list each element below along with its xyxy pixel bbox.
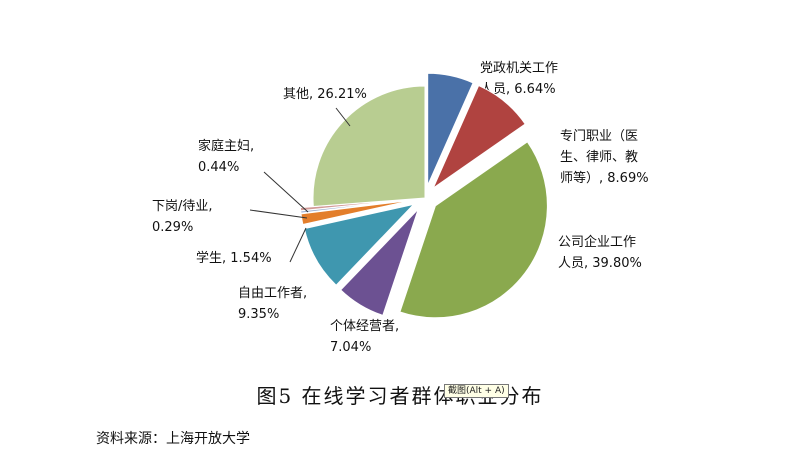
pie-slice [303, 203, 416, 286]
slice-label-line: 学生, 1.54% [196, 250, 272, 266]
slice-label-line: 生、律师、教 [560, 149, 638, 165]
slice-label-line: 公司企业工作 [558, 234, 636, 250]
data-source: 资料来源：上海开放大学 [96, 431, 250, 447]
slice-label-line: 师等）, 8.69% [560, 170, 649, 186]
slice-label-line: 个体经营者, [330, 319, 399, 334]
slice-label-line: 家庭主妇, [198, 138, 254, 154]
leader-line [263, 171, 309, 213]
pie-slice [427, 72, 474, 186]
pie-slice [432, 84, 526, 190]
slice-label-line: 人员, 39.80% [558, 256, 642, 271]
slice-label-line: 专门职业（医 [560, 129, 638, 144]
slice-label-line: 7.04% [330, 340, 371, 355]
slice-label: 专门职业（医生、律师、教师等）, 8.69% [560, 129, 649, 186]
slice-label-line: 下岗/待业, [152, 199, 213, 214]
screenshot-tooltip: 截图(Alt + A) [444, 384, 509, 398]
slice-label: 党政机关工作人员, 6.64% [480, 61, 558, 97]
slice-label: 学生, 1.54% [196, 250, 272, 266]
pie-slice [299, 198, 413, 212]
pie-slice [300, 199, 413, 226]
slice-label-line: 自由工作者, [238, 286, 307, 301]
leader-line [249, 209, 308, 219]
slice-label: 下岗/待业, 0.29% [152, 199, 213, 235]
slice-label: 个体经营者, 7.04% [330, 319, 399, 355]
slice-label: 公司企业工作人员, 39.80% [558, 234, 642, 271]
slice-label-line: 其他, 26.21% [283, 87, 367, 102]
pie-chart: 党政机关工作人员, 6.64%专门职业（医生、律师、教师等）, 8.69%公司企… [152, 61, 649, 355]
leader-line [335, 107, 351, 127]
slice-label-line: 0.44% [198, 160, 239, 175]
pie-slice [312, 85, 426, 208]
leader-line [289, 227, 307, 263]
slice-label-line: 0.29% [152, 220, 193, 235]
slice-label: 其他, 26.21% [283, 87, 367, 102]
slice-label-line: 党政机关工作 [480, 61, 558, 76]
pie-slice [399, 141, 548, 319]
slice-label-line: 9.35% [238, 307, 279, 322]
slice-label-line: 人员, 6.64% [480, 82, 556, 97]
pie-slice [340, 208, 419, 316]
slice-label: 家庭主妇, 0.44% [198, 138, 254, 175]
slice-label: 自由工作者, 9.35% [238, 286, 307, 322]
figure-caption: 图5 在线学习者群体职业分布 [256, 384, 544, 408]
